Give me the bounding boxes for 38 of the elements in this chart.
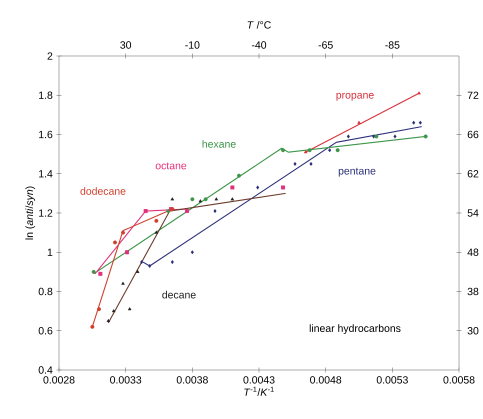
y-tick-label: 1 — [48, 248, 52, 256]
text: -65 — [318, 41, 333, 49]
text: -85 — [385, 41, 400, 49]
text: 38 — [468, 288, 478, 296]
x-tick-label: 0.0038 — [176, 376, 208, 384]
annotation: linear hydrocarbons — [310, 324, 401, 334]
x-tick-label: 0.0028 — [43, 376, 75, 384]
x-tick-label: 0.0058 — [443, 376, 475, 384]
text: 30 — [468, 327, 478, 334]
text: hexane — [202, 140, 236, 148]
text: -10 — [185, 41, 200, 49]
text: decane — [162, 290, 196, 298]
y-tick-label: 0.6 — [38, 327, 52, 334]
x-tick-label: 0.0033 — [110, 376, 142, 384]
x-tick-label: 0.0043 — [243, 376, 275, 384]
x-tick-label: 0.0053 — [376, 376, 408, 384]
text: 66 — [468, 130, 478, 138]
text: octane — [156, 162, 186, 170]
text: propane — [336, 92, 374, 101]
y-tick-label: 1.4 — [39, 170, 52, 178]
x-tick-label: 0.0048 — [310, 376, 342, 384]
y-tick-label: 2 — [48, 52, 52, 60]
y-tick-label: 1.8 — [39, 92, 52, 99]
y-tick-label: 0.4 — [38, 366, 52, 374]
y-tick-label: 0.8 — [38, 288, 52, 296]
text: -40 — [252, 41, 266, 49]
text: 48 — [467, 248, 478, 256]
y-axis-title: ln (anti/syn) — [25, 186, 36, 240]
text: 54 — [468, 209, 479, 217]
text: 62 — [468, 170, 478, 178]
y-tick-label: 1.2 — [39, 209, 52, 217]
text: 72 — [468, 92, 478, 99]
text: 30 — [120, 41, 132, 49]
text: dodecane — [80, 187, 126, 195]
x2-axis-title: T /°C — [248, 20, 271, 29]
series-label: pentane — [338, 168, 376, 177]
y-tick-label: 1.6 — [39, 130, 52, 138]
x-axis-title: T$^{-1}$/K$^{-1}$ — [244, 386, 274, 396]
